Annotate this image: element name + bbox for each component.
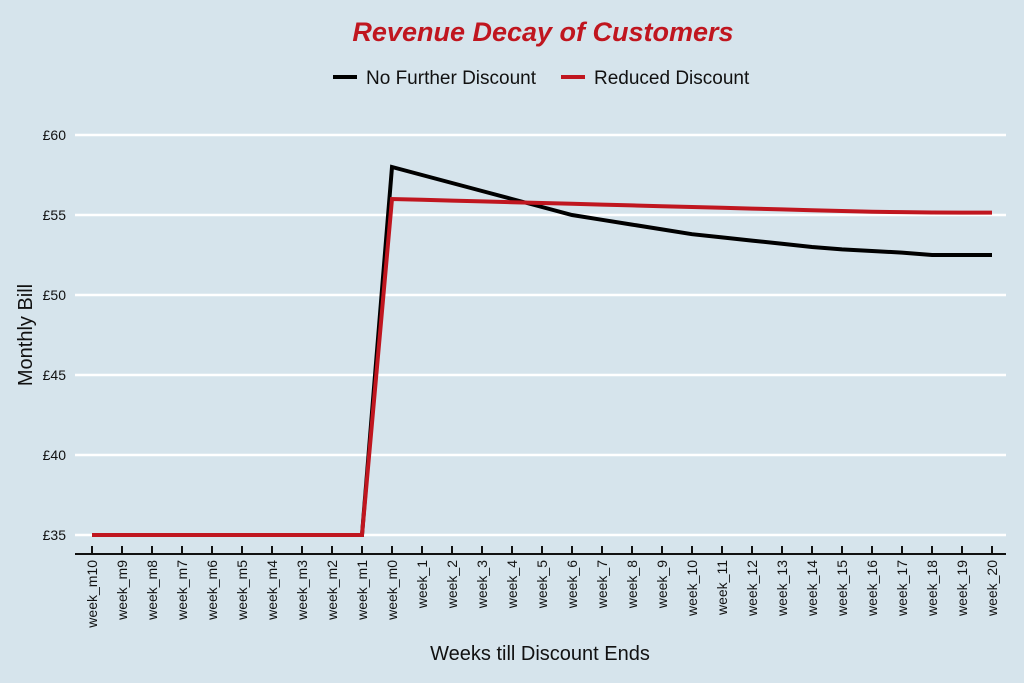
- x-tick-label: week_19: [954, 560, 970, 617]
- x-tick-label: week_4: [504, 560, 520, 609]
- x-tick-label: week_3: [474, 560, 490, 609]
- x-tick-label: week_6: [564, 560, 580, 609]
- x-tick-label: week_m5: [234, 560, 250, 621]
- x-tick-label: week_m1: [354, 560, 370, 621]
- y-tick-label: £55: [43, 207, 67, 223]
- x-tick-label: week_m3: [294, 560, 310, 621]
- x-tick-label: week_16: [864, 560, 880, 617]
- x-tick-label: week_9: [654, 560, 670, 609]
- legend-label: No Further Discount: [366, 68, 537, 89]
- y-tick-label: £45: [43, 367, 67, 383]
- grid: [75, 133, 1006, 537]
- y-tick-label: £50: [43, 287, 67, 303]
- x-tick-label: week_11: [714, 560, 730, 616]
- chart-title: Revenue Decay of Customers: [352, 17, 733, 47]
- x-tick-label: week_18: [924, 560, 940, 617]
- series-line-no-further-discount: [92, 164, 992, 537]
- x-tick-label: week_m9: [114, 560, 130, 621]
- y-axis: £35 £40 £45 £50 £55 £60: [43, 127, 67, 543]
- x-tick-label: week_14: [804, 560, 820, 617]
- x-tick-label: week_5: [534, 560, 550, 609]
- x-tick-label: week_m7: [174, 560, 190, 621]
- x-tick-label: week_1: [414, 560, 430, 609]
- y-axis-label: Monthly Bill: [15, 284, 37, 386]
- x-tick-label: week_m2: [324, 560, 340, 621]
- y-tick-label: £35: [43, 527, 67, 543]
- x-tick-label: week_7: [594, 560, 610, 609]
- legend-label: Reduced Discount: [594, 68, 750, 89]
- x-tick-label: week_20: [984, 560, 1000, 617]
- y-tick-label: £60: [43, 127, 67, 143]
- legend: No Further Discount Reduced Discount: [333, 68, 750, 89]
- x-tick-label: week_13: [774, 560, 790, 617]
- x-tick-label: week_m6: [204, 560, 220, 621]
- x-tick-label: week_m8: [144, 560, 160, 621]
- x-tick-label: week_17: [894, 560, 910, 617]
- x-tick-label: week_8: [624, 560, 640, 609]
- x-tick-label: week_10: [684, 560, 700, 617]
- x-axis-label: Weeks till Discount Ends: [430, 643, 650, 665]
- x-tick-label: week_m4: [264, 560, 280, 621]
- series-lines: [92, 164, 992, 537]
- x-axis: week_m10 week_m9 week_m8 week_m7 week_m6 week…: [75, 546, 1006, 629]
- series-line-reduced-discount: [92, 196, 992, 537]
- x-tick-label: week_12: [744, 560, 760, 617]
- y-tick-label: £40: [43, 447, 67, 463]
- x-tick-label: week_m10: [84, 560, 100, 629]
- x-tick-label: week_15: [834, 560, 850, 617]
- x-tick-label: week_2: [444, 560, 460, 609]
- x-tick-label: week_m0: [384, 560, 400, 621]
